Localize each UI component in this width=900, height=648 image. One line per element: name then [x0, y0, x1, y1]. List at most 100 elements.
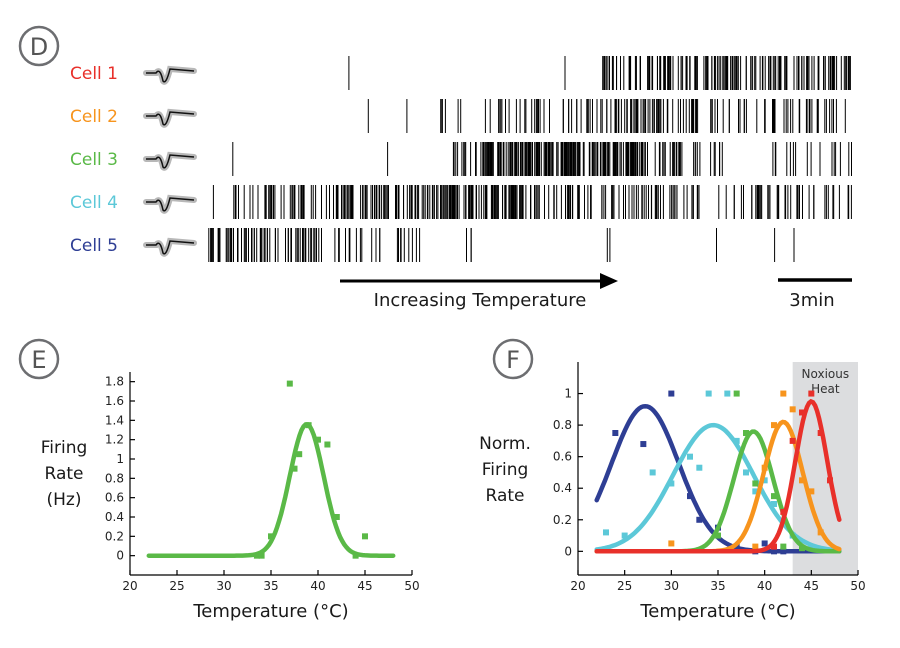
data-point: [771, 501, 777, 507]
data-point: [771, 543, 777, 550]
y-axis-title: Firing: [41, 438, 88, 458]
data-point: [743, 430, 749, 436]
data-point: [253, 552, 260, 559]
x-axis-title: Temperature (°C): [639, 601, 795, 622]
data-point: [780, 543, 787, 550]
data-point: [291, 465, 298, 472]
cell-label: Cell 2: [70, 107, 118, 127]
data-point: [696, 464, 703, 471]
cell-label: Cell 5: [70, 236, 118, 256]
x-tick-label: 45: [804, 579, 819, 593]
data-point: [362, 533, 368, 540]
panel-d-letter: D: [30, 33, 48, 61]
x-tick-label: 35: [710, 579, 725, 593]
y-tick-label: 0: [564, 544, 572, 558]
data-point: [668, 390, 675, 397]
data-point: [705, 390, 712, 397]
data-point: [743, 469, 749, 476]
data-point: [808, 488, 815, 495]
y-tick-label: 1.8: [105, 375, 124, 389]
x-tick-label: 40: [757, 579, 772, 593]
data-point: [817, 529, 824, 536]
data-point: [258, 552, 265, 559]
x-tick-label: 35: [263, 579, 278, 593]
data-point: [789, 437, 796, 444]
spike-train: [208, 228, 795, 262]
spike-train: [348, 56, 851, 90]
y-axis-title: Norm.: [479, 434, 531, 454]
data-point: [799, 477, 805, 484]
y-tick-label: 1.2: [105, 433, 124, 447]
data-point: [640, 441, 647, 448]
data-point: [621, 532, 628, 539]
spike-train: [232, 142, 852, 176]
waveform-icon: [143, 237, 197, 257]
cell-label: Cell 3: [70, 150, 118, 170]
waveform-icon: [143, 65, 197, 85]
y-tick-label: 0.6: [553, 450, 572, 464]
panel-f-circle: [492, 338, 534, 380]
noxious-heat-label: Noxious: [802, 367, 850, 381]
data-point: [799, 545, 805, 552]
data-point: [333, 514, 340, 520]
x-tick-label: 50: [850, 579, 865, 593]
data-point: [752, 488, 759, 495]
data-point: [761, 464, 768, 471]
y-tick-label: 0.8: [553, 418, 572, 432]
x-tick-label: 50: [404, 579, 419, 593]
spike-raster: Cell 1 Cell 2 Cell 3 Cell 4 Cell 5: [70, 56, 852, 262]
noxious-heat-label: Heat: [811, 382, 840, 396]
cell-label: Cell 4: [70, 193, 118, 213]
panel-e-letter: E: [31, 346, 46, 374]
data-point: [296, 451, 303, 458]
data-point: [352, 552, 359, 559]
y-axis-title: Firing: [482, 460, 529, 480]
y-axis-title: Rate: [486, 486, 525, 506]
data-point: [305, 422, 312, 429]
data-point: [733, 390, 740, 397]
data-point: [780, 508, 787, 515]
firing-rate-chart: 20 25 30 35 40 45 50 0 0.2 0.4 0.6 0.8 1 1.2 1.4 1.6 1.8…: [41, 372, 420, 622]
panel-d: D Cell 1 Cell 2 Cell 3 Cell 4 Cell 5 Increas…: [18, 25, 852, 311]
data-point: [808, 390, 815, 397]
data-point: [324, 441, 331, 448]
spike-train: [212, 185, 852, 219]
data-point: [771, 422, 777, 429]
spike-train: [367, 99, 846, 133]
temperature-arrow: [340, 273, 618, 289]
data-point: [789, 406, 796, 413]
data-point: [612, 430, 619, 436]
y-tick-label: 0.4: [553, 481, 572, 495]
waveform-icon: [143, 151, 197, 171]
data-point: [687, 493, 693, 500]
data-point: [268, 533, 274, 540]
arrow-label: Increasing Temperature: [374, 290, 587, 311]
data-point: [603, 529, 609, 536]
data-point: [724, 390, 731, 397]
data-point: [817, 430, 824, 436]
x-tick-label: 30: [664, 579, 679, 593]
x-tick-label: 45: [357, 579, 372, 593]
y-tick-label: 0.6: [105, 491, 124, 505]
x-tick-label: 25: [169, 579, 184, 593]
data-point: [780, 390, 787, 397]
gaussian-fit-line: [594, 398, 842, 554]
panel-e: E 20 25 30 35 40 45 50 0 0.2 0.4 0.6 0.8 1 1.2 1.4 1.6 1…: [18, 338, 420, 622]
data-point: [761, 477, 768, 484]
data-point: [771, 493, 777, 500]
y-tick-label: 0.2: [553, 513, 572, 527]
waveform-icon: [143, 108, 197, 128]
data-point: [799, 409, 805, 416]
y-tick-label: 0.4: [105, 510, 124, 524]
y-tick-label: 1: [564, 387, 572, 401]
panel-d-circle: [18, 25, 60, 67]
gaussian-fit-line: [594, 422, 842, 553]
y-tick-label: 0.2: [105, 529, 124, 543]
y-tick-label: 0.8: [105, 471, 124, 485]
y-tick-label: 1.4: [105, 413, 124, 427]
data-point: [668, 540, 675, 547]
data-point: [696, 516, 703, 523]
